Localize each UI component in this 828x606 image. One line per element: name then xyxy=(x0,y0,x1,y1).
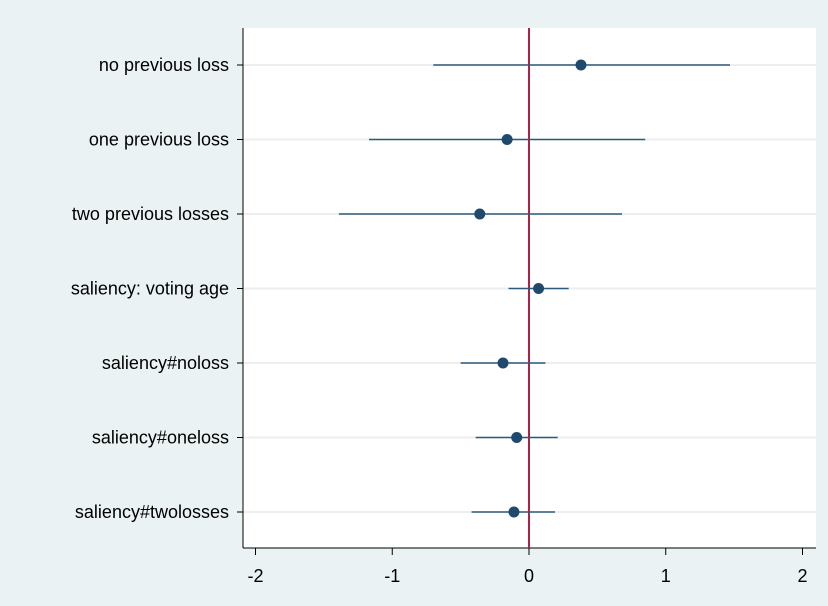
y-category-label: saliency#noloss xyxy=(102,353,229,373)
estimate-points xyxy=(474,59,587,518)
y-axis-categories: no previous loss one previous loss two pre… xyxy=(71,55,243,522)
estimate-point xyxy=(497,357,509,369)
estimate-point xyxy=(501,134,513,145)
x-tick-label: 2 xyxy=(797,566,807,586)
y-category-label: one previous loss xyxy=(89,130,229,150)
estimate-point xyxy=(511,432,523,443)
x-tick-label: 0 xyxy=(524,566,534,586)
estimate-point xyxy=(533,283,545,294)
x-tick-label: -1 xyxy=(384,566,400,586)
y-category-label: saliency: voting age xyxy=(71,279,229,299)
x-tick-label: 1 xyxy=(661,566,671,586)
x-axis-ticks: -2 -1 0 1 2 xyxy=(247,548,808,586)
estimate-point xyxy=(575,59,587,71)
x-tick-label: -2 xyxy=(247,566,263,586)
estimate-point xyxy=(474,208,486,220)
y-category-label: two previous losses xyxy=(72,204,229,224)
y-category-label: no previous loss xyxy=(99,55,229,75)
y-category-label: saliency#twolosses xyxy=(75,502,229,522)
y-category-label: saliency#oneloss xyxy=(92,428,229,448)
estimate-point xyxy=(508,506,520,518)
